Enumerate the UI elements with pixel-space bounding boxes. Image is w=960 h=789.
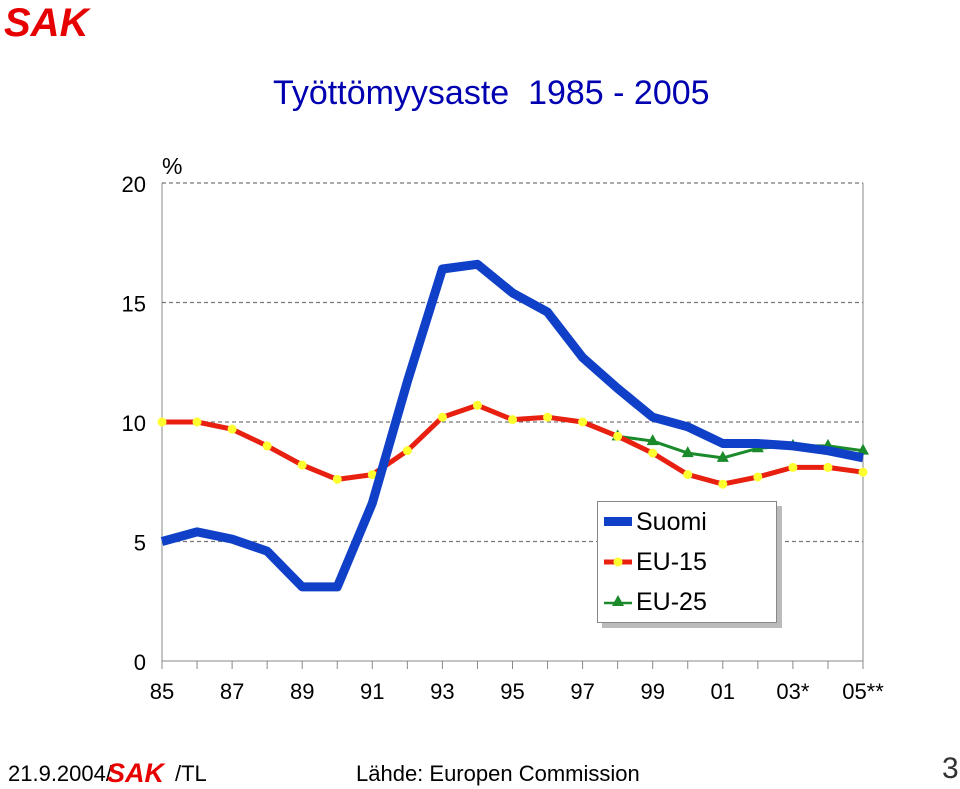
legend-label-suomi: Suomi [636, 508, 707, 536]
data-point-eu15 [472, 400, 482, 410]
legend-swatch-suomi [604, 517, 632, 526]
footer-date: 21.9.2004/ [8, 761, 112, 786]
y-tick-label: 20 [122, 172, 146, 197]
legend-item-suomi: Suomi [598, 506, 776, 536]
x-tick-label: 89 [290, 679, 314, 704]
data-point-eu25 [681, 446, 694, 458]
x-tick-label: 91 [360, 679, 384, 704]
y-tick-label: 15 [122, 292, 146, 317]
footer-sak-logo-text: SAK [107, 759, 167, 787]
footer-suffix: /TL [175, 761, 207, 786]
data-point-eu15 [157, 417, 167, 427]
chart-title: Työttömyysaste 1985 - 2005 [273, 74, 710, 112]
data-point-eu15 [437, 412, 447, 422]
y-tick-label: 0 [134, 650, 146, 675]
footer-sak-logo: SAK [107, 759, 167, 787]
x-tick-label: 01 [711, 679, 735, 704]
data-point-eu15 [858, 467, 868, 477]
data-point-eu15 [578, 417, 588, 427]
data-point-eu15 [332, 474, 342, 484]
x-tick-label: 85 [150, 679, 174, 704]
data-point-eu15 [683, 470, 693, 480]
data-point-eu15 [788, 462, 798, 472]
data-point-eu15 [227, 424, 237, 434]
data-point-eu15 [367, 470, 377, 480]
y-tick-label: 10 [122, 411, 146, 436]
series-line-suomi [160, 259, 864, 592]
data-point-eu15 [718, 479, 728, 489]
sak-logo-text: SAK [4, 1, 92, 44]
data-point-eu15 [297, 460, 307, 470]
x-tick-label: 99 [640, 679, 664, 704]
data-point-eu15 [402, 446, 412, 456]
chart-legend: Suomi EU-15 EU-25 [597, 501, 777, 623]
data-point-eu15 [543, 412, 553, 422]
legend-item-eu25: EU-25 [598, 586, 776, 616]
data-point-eu25 [857, 443, 869, 455]
data-point-eu15 [613, 431, 623, 441]
legend-label-eu25: EU-25 [636, 588, 707, 616]
x-tick-label: 93 [430, 679, 454, 704]
legend-item-eu15: EU-15 [598, 546, 776, 576]
x-tick-label: 95 [500, 679, 524, 704]
legend-swatch-eu15 [604, 557, 632, 567]
y-tick-label: 5 [134, 531, 146, 556]
data-point-eu25 [646, 434, 659, 446]
data-point-eu15 [262, 441, 272, 451]
x-tick-label: 97 [570, 679, 594, 704]
data-point-eu15 [753, 472, 763, 482]
data-point-eu15 [648, 448, 658, 458]
data-point-eu15 [192, 417, 202, 427]
x-tick-label: 03* [776, 679, 809, 704]
legend-swatch-eu25 [604, 595, 632, 606]
x-tick-label: 05** [842, 679, 884, 704]
x-tick-label: 87 [220, 679, 244, 704]
sak-logo: SAK [4, 1, 92, 44]
data-point-eu15 [508, 415, 517, 425]
data-point-eu25 [716, 450, 729, 462]
data-point-eu15 [823, 462, 833, 472]
y-axis-unit-label: % [162, 153, 182, 179]
footer-source: Lähde: Europen Commission [356, 761, 640, 786]
page-number: 3 [942, 752, 959, 785]
legend-label-eu15: EU-15 [636, 548, 707, 576]
